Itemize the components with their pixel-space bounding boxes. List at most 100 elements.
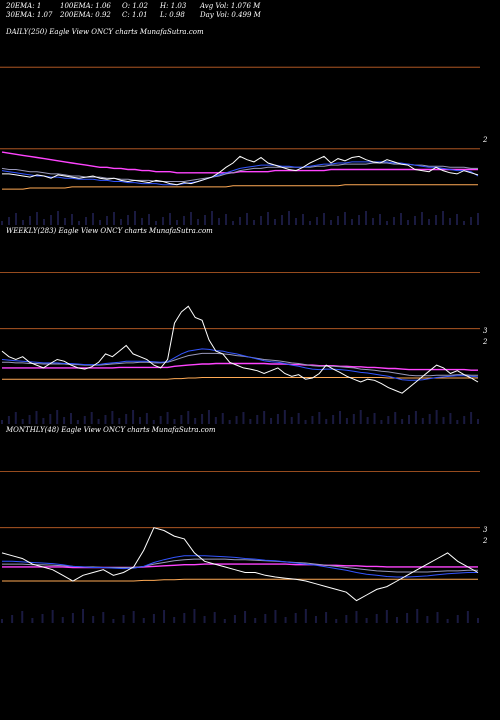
weekly-volume-bar: [173, 419, 176, 424]
monthly-tick-label: 2: [483, 537, 488, 545]
monthly-ema200-line: [2, 578, 478, 582]
daily-volume-bar: [176, 220, 178, 225]
monthly-ema20-line: [2, 555, 478, 578]
daily-volume-bar: [183, 216, 185, 225]
monthly-volume-bar: [375, 614, 378, 623]
daily-volume-bar: [309, 221, 311, 225]
daily-volume-bar: [57, 211, 59, 225]
daily-volume-bar: [330, 220, 332, 225]
daily-volume-bar: [379, 214, 381, 225]
weekly-tick-label-top: 3: [483, 327, 488, 335]
daily-volume-bar: [442, 211, 444, 225]
monthly-volume-bar: [244, 611, 247, 623]
daily-volume-bar: [8, 217, 10, 225]
weekly-volume-bar: [118, 418, 121, 424]
daily-volume-bar: [463, 221, 465, 225]
daily-volume-bar: [169, 213, 171, 225]
daily-volume-bar: [316, 217, 318, 225]
daily-tick-label: 2: [483, 136, 488, 144]
weekly-volume-bar: [83, 416, 86, 424]
monthly-volume-bar: [477, 618, 479, 623]
header-avgvol: Avg Vol: 1.076 M: [200, 2, 261, 10]
daily-volume-bar: [29, 216, 31, 225]
weekly-volume-bar: [414, 411, 417, 424]
daily-volume-bar: [211, 211, 213, 225]
daily-volume-bar: [372, 218, 374, 225]
monthly-volume-bar: [193, 609, 196, 623]
daily-volume-bar: [85, 217, 87, 225]
daily-volume-bar: [218, 218, 220, 225]
header-ema30: 30EMA: 1.07: [6, 11, 53, 19]
monthly-volume-bar: [446, 619, 449, 623]
monthly-volume-bar: [173, 617, 176, 623]
daily-panel-label: DAILY(250) Eagle View ONCY charts Munafa…: [6, 28, 204, 36]
daily-volume-bar: [232, 221, 234, 225]
monthly-volume-bar: [163, 610, 166, 623]
weekly-volume-bar: [339, 411, 342, 424]
daily-volume-bar: [197, 219, 199, 225]
daily-volume-bar: [239, 217, 241, 225]
weekly-chart: [0, 272, 480, 424]
daily-volume-bar: [134, 211, 136, 225]
daily-volume-bar: [162, 217, 164, 225]
weekly-volume-bar: [352, 414, 355, 424]
daily-volume-bar: [141, 218, 143, 225]
daily-volume-bar: [15, 213, 17, 225]
monthly-volume-bar: [51, 610, 54, 623]
daily-volume-bar: [99, 220, 101, 225]
weekly-volume-bar: [21, 419, 24, 424]
weekly-volume-bar: [270, 418, 273, 424]
daily-volume-bar: [50, 215, 52, 225]
weekly-ema20-line: [1, 348, 479, 381]
daily-ema30-line: [1, 162, 478, 182]
header-close: C: 1.01: [122, 11, 148, 19]
weekly-volume-bar: [159, 416, 162, 424]
weekly-ema100-line: [2, 362, 478, 371]
daily-volume-bar: [407, 220, 409, 225]
monthly-volume-bar: [406, 613, 409, 623]
weekly-volume-bar: [90, 412, 93, 424]
daily-ema100-line: [1, 151, 478, 174]
weekly-volume-bar: [387, 416, 390, 424]
weekly-volume-bar: [166, 412, 169, 424]
daily-volume-bar: [253, 220, 255, 225]
monthly-volume-bar: [335, 619, 338, 623]
weekly-volume-bar: [97, 419, 100, 424]
monthly-volume-bar: [284, 617, 287, 623]
weekly-volume-bar: [318, 412, 321, 424]
monthly-volume-bar: [385, 610, 388, 623]
daily-volume-bar: [400, 213, 402, 225]
weekly-volume-bar: [263, 411, 266, 424]
daily-volume-bar: [120, 219, 122, 225]
weekly-ema200-line: [2, 377, 478, 380]
weekly-price-line: [1, 305, 479, 394]
header-ema200: 200EMA: 0.92: [60, 11, 111, 19]
monthly-volume-bar: [21, 611, 24, 623]
monthly-volume-bar: [142, 618, 145, 623]
weekly-volume-bar: [1, 420, 3, 424]
daily-volume-bar: [113, 212, 115, 225]
weekly-volume-bar: [201, 414, 204, 424]
weekly-volume-bar: [408, 415, 411, 424]
weekly-tick-label: 2: [483, 338, 488, 346]
monthly-volume-bar: [1, 619, 3, 623]
daily-volume-bar: [344, 212, 346, 225]
monthly-volume-bar: [102, 612, 105, 623]
daily-volume-bar: [449, 218, 451, 225]
weekly-volume-bar: [290, 417, 293, 424]
weekly-volume-bar: [456, 420, 459, 424]
monthly-volume-bar: [11, 615, 14, 623]
daily-volume-bar: [414, 216, 416, 225]
weekly-volume-bar: [180, 415, 183, 424]
weekly-volume-bar: [56, 410, 59, 424]
weekly-volume-bar: [256, 415, 259, 424]
weekly-volume-bar: [242, 412, 245, 424]
weekly-volume-bar: [249, 419, 252, 424]
weekly-volume-bar: [69, 413, 72, 424]
daily-volume-bar: [393, 217, 395, 225]
daily-ema200-line: [2, 184, 478, 190]
daily-volume-bar: [225, 214, 227, 225]
weekly-ema30-line: [2, 352, 478, 377]
daily-volume-bar: [1, 221, 3, 225]
weekly-volume-bar: [63, 417, 66, 424]
